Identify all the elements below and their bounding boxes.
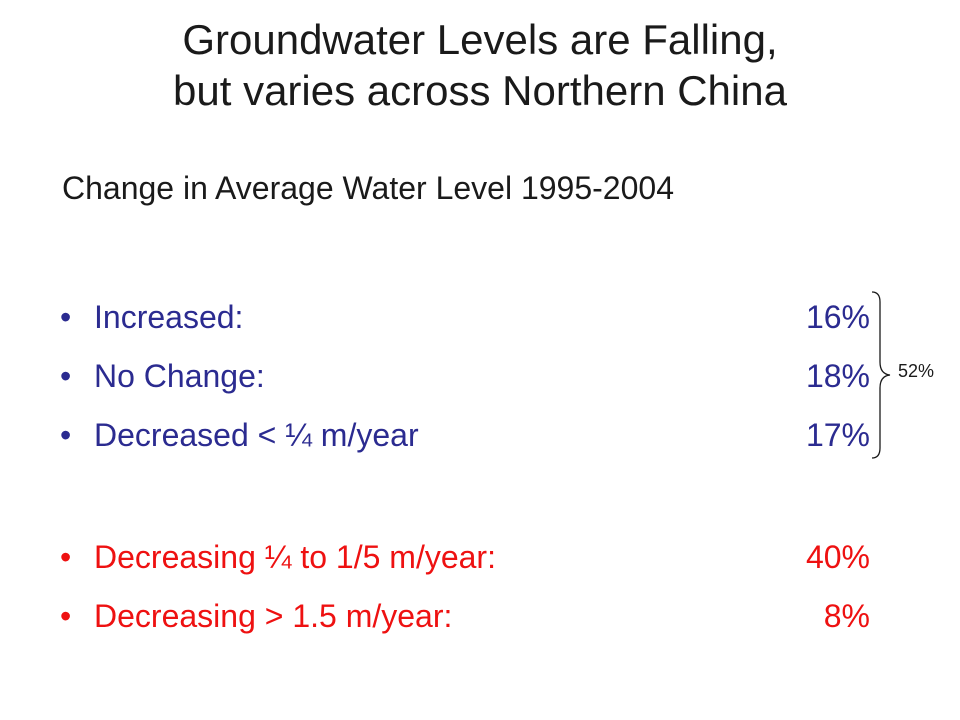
title-line-1: Groundwater Levels are Falling, (182, 16, 778, 63)
slide-title: Groundwater Levels are Falling, but vari… (0, 14, 960, 116)
bullet-item-decreased-small: • Decreased < ¼ m/year 17% (60, 413, 870, 457)
bullet-label: No Change: (94, 358, 265, 394)
bullet-label: Decreased < ¼ m/year (94, 417, 419, 453)
bullet-value: 18% (805, 358, 870, 394)
bullet-value: 40% (805, 539, 870, 575)
bullet-dot-icon: • (60, 299, 72, 335)
title-line-2: but varies across Northern China (173, 67, 787, 114)
bullet-dot-icon: • (60, 598, 72, 634)
bullet-item-decreasing-medium: • Decreasing ¼ to 1/5 m/year: 40% (60, 535, 870, 579)
bullet-label: Increased: (94, 299, 244, 335)
bullet-value: 8% (823, 598, 870, 634)
right-brace-icon (871, 291, 891, 459)
bullet-dot-icon: • (60, 417, 72, 453)
bullet-label: Decreasing ¼ to 1/5 m/year: (94, 539, 496, 575)
bullet-item-decreasing-large: • Decreasing > 1.5 m/year: 8% (60, 594, 870, 638)
bullet-value: 17% (805, 417, 870, 453)
bullet-dot-icon: • (60, 358, 72, 394)
bullet-label: Decreasing > 1.5 m/year: (94, 598, 453, 634)
slide-subtitle: Change in Average Water Level 1995-2004 (62, 170, 674, 206)
bullet-item-no-change: • No Change: 18% (60, 354, 870, 398)
bullet-item-increased: • Increased: 16% (60, 295, 870, 339)
brace-total-label: 52% (898, 361, 935, 381)
bullet-value: 16% (805, 299, 870, 335)
bullet-dot-icon: • (60, 539, 72, 575)
